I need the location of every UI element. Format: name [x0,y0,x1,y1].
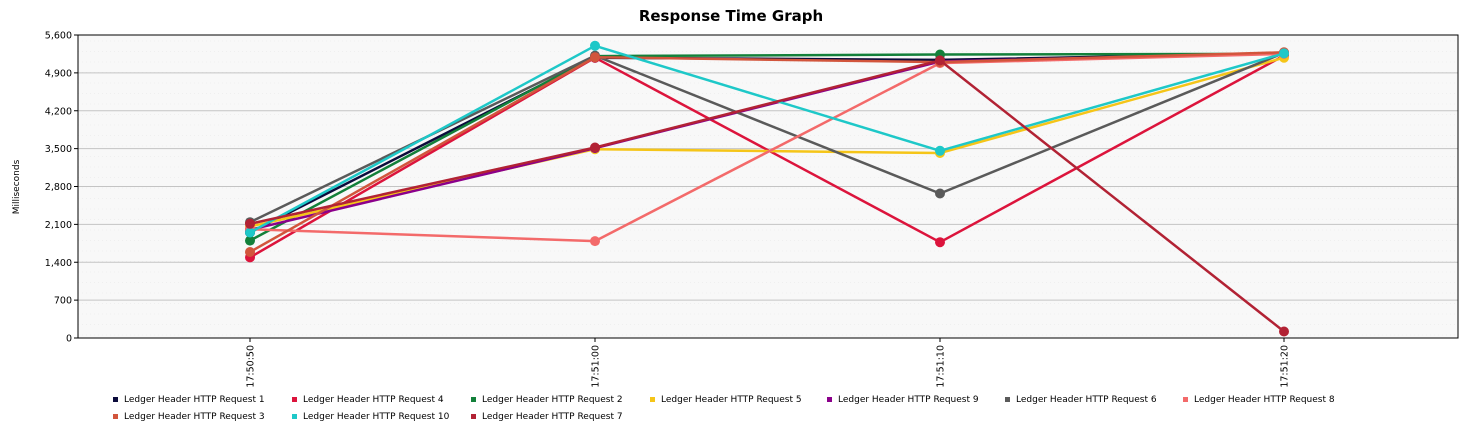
data-point [590,40,600,51]
data-point [245,247,255,257]
data-point [590,142,600,153]
y-tick-label: 2,100 [45,220,72,231]
legend-label: Ledger Header HTTP Request 1 [124,395,265,405]
y-tick-label: 0 [66,334,72,345]
legend-label: Ledger Header HTTP Request 2 [482,395,623,405]
data-point [935,145,945,156]
chart-title: Response Time Graph [639,7,823,25]
legend-label: Ledger Header HTTP Request 3 [124,412,265,422]
y-axis-label: Milliseconds [12,159,22,214]
legend-swatch [827,397,832,402]
legend-swatch [292,397,297,402]
y-tick-label: 4,900 [45,68,72,79]
series-layer [245,40,1289,337]
data-point [245,218,255,229]
x-tick-label: 17:50:50 [246,345,257,388]
y-tick-label: 5,600 [45,31,72,42]
legend-item: Ledger Header HTTP Request 10 [292,412,450,422]
data-point [590,236,600,247]
y-tick-label: 700 [54,296,72,307]
legend-item: Ledger Header HTTP Request 3 [113,412,265,422]
data-point [1279,326,1289,337]
data-point [935,237,945,248]
legend-label: Ledger Header HTTP Request 6 [1016,395,1157,405]
legend-item: Ledger Header HTTP Request 2 [471,395,623,405]
legend-swatch [113,414,118,419]
legend-label: Ledger Header HTTP Request 9 [838,395,979,405]
legend-swatch [113,397,118,402]
x-tick-label: 17:51:20 [1280,345,1291,388]
x-axis-ticks: 17:50:50 17:51:00 17:51:10 17:51:20 [246,338,1291,388]
series-line [249,59,1285,333]
data-point [935,55,945,66]
legend-label: Ledger Header HTTP Request 10 [303,412,450,422]
y-tick-label: 2,800 [45,182,72,193]
legend-swatch [471,397,476,402]
legend-item: Ledger Header HTTP Request 9 [827,395,979,405]
legend-label: Ledger Header HTTP Request 5 [661,395,802,405]
legend: Ledger Header HTTP Request 1 Ledger Heade… [113,395,1335,422]
legend-item: Ledger Header HTTP Request 5 [650,395,802,405]
legend-label: Ledger Header HTTP Request 4 [303,395,444,405]
y-tick-label: 4,200 [45,106,72,117]
data-point [1279,48,1289,59]
legend-item: Ledger Header HTTP Request 6 [1005,395,1157,405]
x-tick-label: 17:51:00 [591,345,602,388]
data-point [245,235,255,246]
data-point [935,188,945,199]
y-tick-label: 1,400 [45,258,72,269]
series-9 [245,40,1289,238]
legend-swatch [471,414,476,419]
plot-border [77,34,1459,339]
series-10 [245,55,1289,337]
legend-item: Ledger Header HTTP Request 1 [113,395,265,405]
legend-swatch [1183,397,1188,402]
legend-swatch [650,397,655,402]
series-line [249,52,1285,242]
legend-item: Ledger Header HTTP Request 7 [471,412,623,422]
legend-label: Ledger Header HTTP Request 8 [1194,395,1335,405]
data-point [245,227,255,238]
y-tick-label: 3,500 [45,144,72,155]
legend-item: Ledger Header HTTP Request 8 [1183,395,1335,405]
series-line [249,52,1285,243]
series-line [249,51,1285,254]
series-line [249,44,1285,234]
legend-swatch [292,414,297,419]
legend-swatch [1005,397,1010,402]
data-point [590,52,600,63]
y-axis-ticks: 0 700 1,400 2,100 2,800 3,500 4,200 4,900 5,600 [45,31,78,345]
x-tick-label: 17:51:10 [936,345,947,388]
legend-item: Ledger Header HTTP Request 4 [292,395,444,405]
legend-label: Ledger Header HTTP Request 7 [482,412,623,422]
